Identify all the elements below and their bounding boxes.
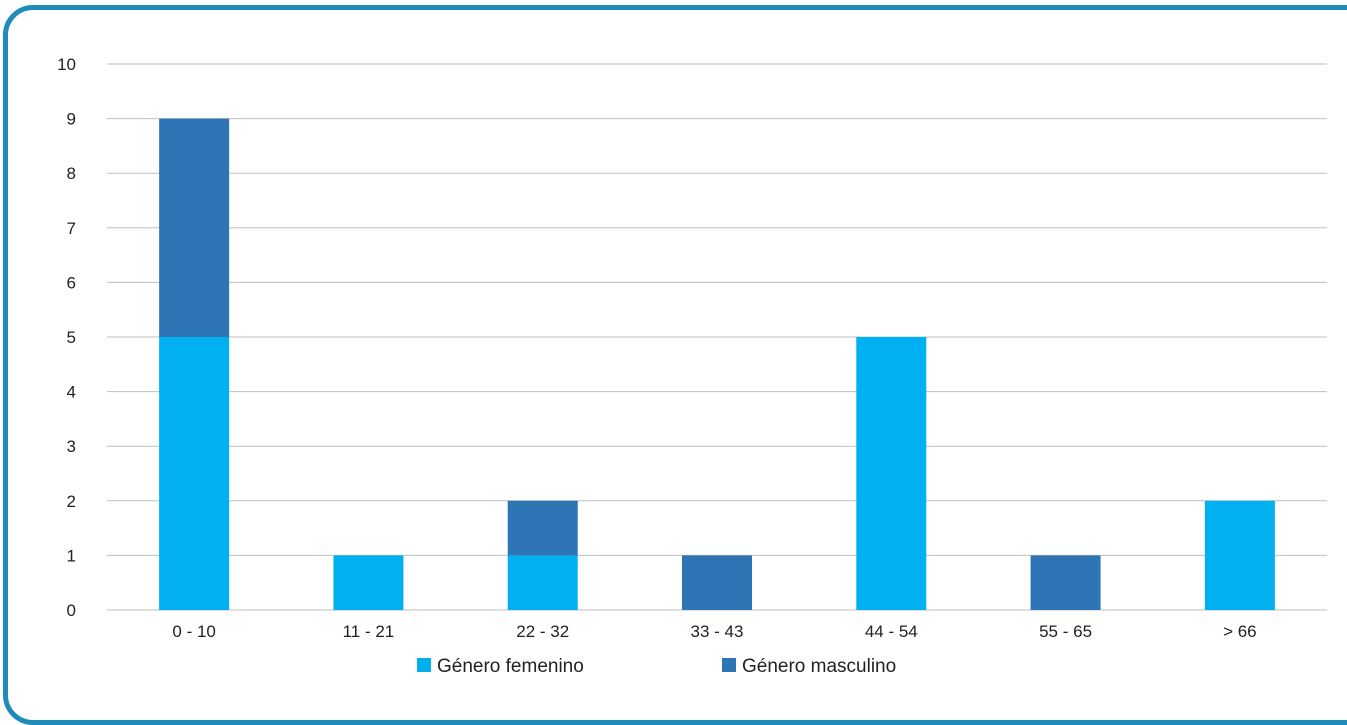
bars (159, 118, 1275, 610)
bar-masculino (159, 118, 230, 337)
y-tick-label: 2 (67, 492, 76, 511)
x-tick-label: > 66 (1223, 622, 1257, 641)
y-tick-label: 8 (67, 164, 76, 183)
bar-femenino (159, 337, 230, 610)
stacked-bar-chart: 0 1 2 3 4 5 6 7 8 9 10 0 - 10 11 - 21 22 - 32 33 - 43… (57, 55, 1327, 677)
x-tick-label: 0 - 10 (172, 622, 215, 641)
gridlines (107, 63, 1327, 611)
bar-femenino (856, 337, 927, 610)
y-axis-ticks: 0 1 2 3 4 5 6 7 8 9 10 (57, 55, 76, 620)
y-tick-label: 10 (57, 55, 76, 74)
legend-label: Género masculino (742, 656, 896, 677)
legend-label: Género femenino (437, 656, 584, 677)
bar-femenino (507, 555, 578, 610)
bar-femenino (1204, 500, 1275, 610)
bar-masculino (682, 555, 752, 610)
y-tick-label: 7 (67, 219, 76, 238)
legend: Género femenino Género masculino (417, 656, 896, 677)
x-axis-ticks: 0 - 10 11 - 21 22 - 32 33 - 43 44 - 54 55 - 6… (172, 622, 1256, 641)
y-tick-label: 3 (67, 437, 76, 456)
x-tick-label: 55 - 65 (1039, 622, 1092, 641)
x-tick-label: 11 - 21 (343, 622, 395, 641)
x-tick-label: 22 - 32 (516, 622, 569, 641)
y-tick-label: 4 (67, 383, 76, 402)
x-tick-label: 44 - 54 (865, 622, 918, 641)
y-tick-label: 5 (67, 328, 76, 347)
bar-masculino (1030, 555, 1101, 610)
legend-swatch (417, 658, 431, 672)
legend-swatch (722, 658, 736, 672)
bar-femenino (333, 555, 404, 610)
bar-masculino (507, 500, 578, 556)
y-tick-label: 6 (67, 273, 76, 292)
y-tick-label: 9 (67, 110, 76, 129)
x-tick-label: 33 - 43 (691, 622, 744, 641)
y-tick-label: 0 (67, 601, 76, 620)
y-tick-label: 1 (67, 546, 76, 565)
